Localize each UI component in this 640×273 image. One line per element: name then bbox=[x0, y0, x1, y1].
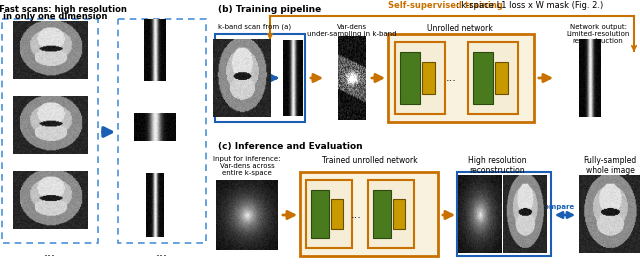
Text: in only one dimension: in only one dimension bbox=[3, 12, 107, 21]
FancyBboxPatch shape bbox=[306, 180, 352, 248]
Text: Self-supervised training: Self-supervised training bbox=[388, 1, 502, 10]
FancyBboxPatch shape bbox=[368, 180, 414, 248]
Text: ...: ... bbox=[44, 246, 56, 259]
Text: ...: ... bbox=[351, 210, 362, 220]
Text: (b) Training pipeline: (b) Training pipeline bbox=[218, 5, 321, 14]
Text: Network output:
Limited-resolution
reconstruction: Network output: Limited-resolution recon… bbox=[566, 24, 630, 44]
Text: ...: ... bbox=[445, 73, 456, 83]
FancyBboxPatch shape bbox=[422, 62, 435, 94]
Text: (a) Fast scans: high resolution: (a) Fast scans: high resolution bbox=[0, 5, 127, 14]
Text: Var-dens
under-sampling in k-band: Var-dens under-sampling in k-band bbox=[307, 24, 397, 37]
Text: Input for inference:
Var-dens across
entire k-space: Input for inference: Var-dens across ent… bbox=[213, 156, 281, 176]
Text: (c) Inference and Evaluation: (c) Inference and Evaluation bbox=[218, 142, 363, 151]
FancyBboxPatch shape bbox=[400, 52, 420, 104]
Text: k-band scan from (a): k-band scan from (a) bbox=[218, 24, 292, 31]
Text: Compare: Compare bbox=[540, 204, 575, 210]
FancyBboxPatch shape bbox=[310, 189, 329, 239]
FancyBboxPatch shape bbox=[473, 52, 493, 104]
FancyBboxPatch shape bbox=[388, 34, 534, 122]
FancyBboxPatch shape bbox=[395, 42, 445, 114]
Text: ...: ... bbox=[156, 246, 168, 259]
FancyBboxPatch shape bbox=[393, 199, 404, 229]
FancyBboxPatch shape bbox=[331, 199, 343, 229]
Text: High resolution
reconstruction: High resolution reconstruction bbox=[468, 156, 526, 175]
Text: : k-space L1 loss x W mask (Fig. 2.): : k-space L1 loss x W mask (Fig. 2.) bbox=[456, 1, 604, 10]
FancyBboxPatch shape bbox=[372, 189, 391, 239]
FancyBboxPatch shape bbox=[495, 62, 508, 94]
Text: Trained unrolled network: Trained unrolled network bbox=[322, 156, 418, 165]
Text: Fully-sampled
whole image: Fully-sampled whole image bbox=[584, 156, 637, 175]
FancyBboxPatch shape bbox=[300, 172, 438, 256]
Text: Unrolled network: Unrolled network bbox=[427, 24, 493, 33]
FancyBboxPatch shape bbox=[468, 42, 518, 114]
